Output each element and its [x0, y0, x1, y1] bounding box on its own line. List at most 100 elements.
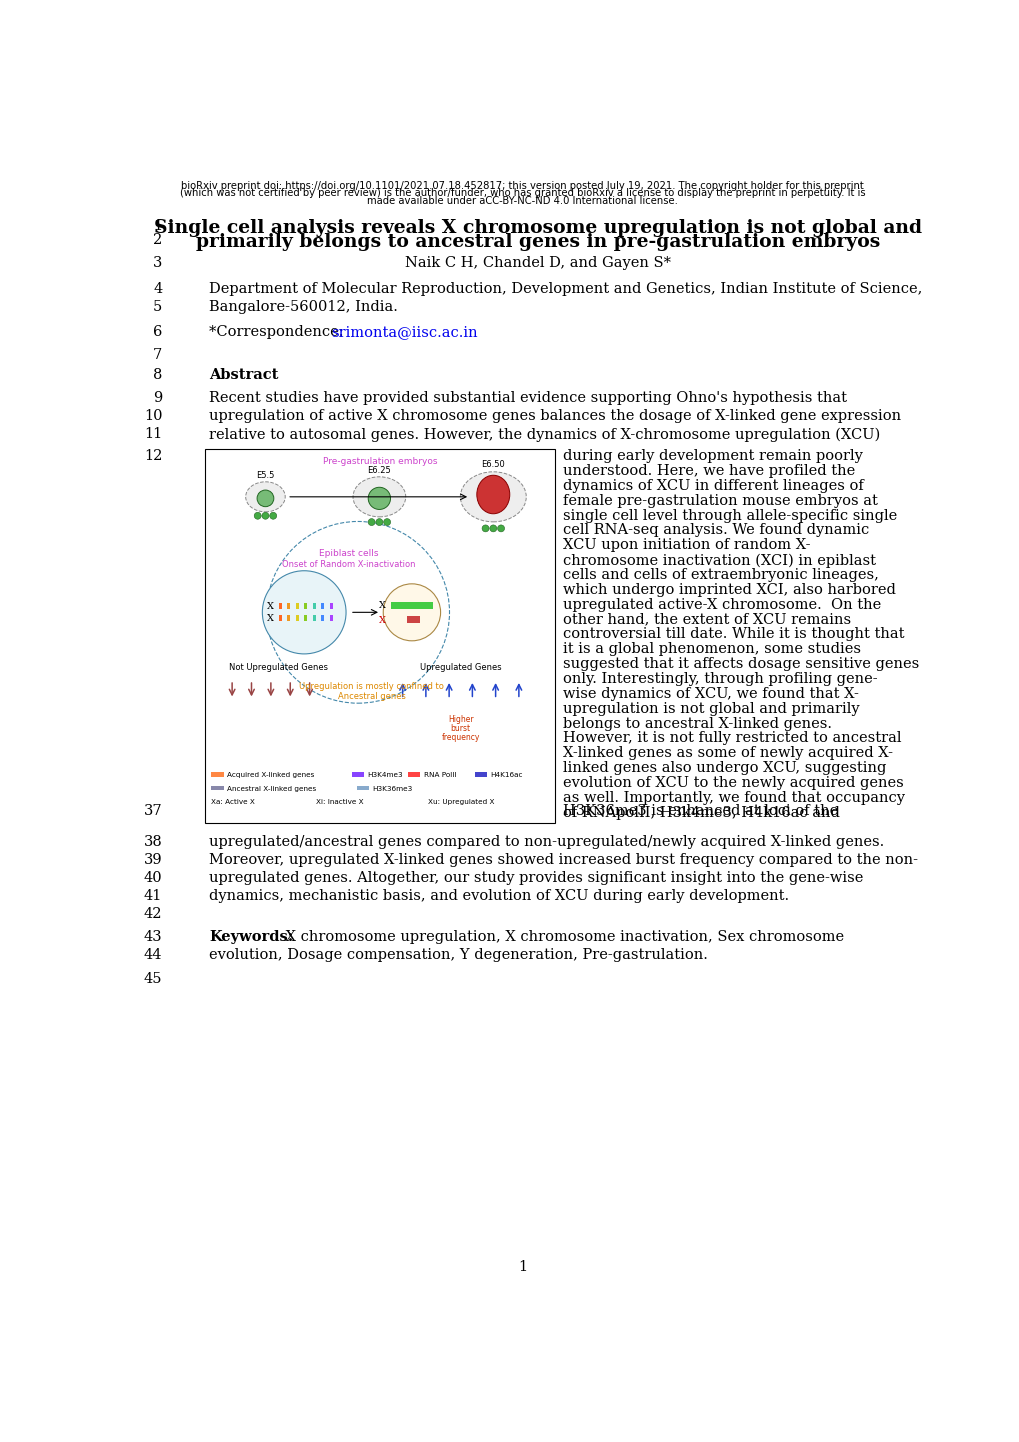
- Text: Single cell analysis reveals X chromosome upregulation is not global and: Single cell analysis reveals X chromosom…: [154, 219, 921, 238]
- Bar: [408, 773, 420, 777]
- Text: bioRxiv preprint doi: https://doi.org/10.1101/2021.07.18.452817; this version po: bioRxiv preprint doi: https://doi.org/10…: [181, 180, 863, 190]
- Text: 45: 45: [144, 972, 162, 985]
- Text: single cell level through allele-specific single: single cell level through allele-specifi…: [562, 509, 897, 522]
- Text: 41: 41: [144, 890, 162, 903]
- Text: Ancestral genes: Ancestral genes: [337, 692, 406, 701]
- Text: Epiblast cells: Epiblast cells: [319, 549, 378, 558]
- Text: during early development remain poorly: during early development remain poorly: [562, 448, 862, 463]
- Text: linked genes also undergo XCU, suggesting: linked genes also undergo XCU, suggestin…: [562, 761, 886, 776]
- Text: 37: 37: [144, 805, 162, 818]
- Circle shape: [254, 512, 261, 519]
- Text: upregulation is not global and primarily: upregulation is not global and primarily: [562, 702, 859, 715]
- Text: H3K36me3 is enhanced at loci of the: H3K36me3 is enhanced at loci of the: [562, 805, 838, 818]
- Text: *Correspondence:: *Correspondence:: [209, 324, 347, 339]
- Bar: [475, 773, 487, 777]
- Ellipse shape: [353, 477, 406, 516]
- Text: 39: 39: [144, 854, 162, 867]
- Ellipse shape: [246, 482, 285, 512]
- Bar: [329, 616, 332, 622]
- Text: (which was not certified by peer review) is the author/funder, who has granted b: (which was not certified by peer review)…: [179, 189, 865, 199]
- Bar: [321, 603, 324, 610]
- Bar: [352, 773, 364, 777]
- Text: belongs to ancestral X-linked genes.: belongs to ancestral X-linked genes.: [562, 717, 832, 731]
- Text: dynamics, mechanistic basis, and evolution of XCU during early development.: dynamics, mechanistic basis, and evoluti…: [209, 890, 789, 903]
- Circle shape: [262, 571, 345, 653]
- Text: Abstract: Abstract: [209, 368, 278, 382]
- Text: as well. Importantly, we found that occupancy: as well. Importantly, we found that occu…: [562, 790, 904, 805]
- Ellipse shape: [257, 490, 273, 506]
- Circle shape: [376, 519, 382, 525]
- Text: which undergo imprinted XCI, also harbored: which undergo imprinted XCI, also harbor…: [562, 583, 895, 597]
- Text: 44: 44: [144, 949, 162, 962]
- Bar: [321, 616, 324, 622]
- Text: upregulation of active X chromosome genes balances the dosage of X-linked gene e: upregulation of active X chromosome gene…: [209, 410, 900, 423]
- Text: H3K4me3: H3K4me3: [367, 773, 403, 779]
- Text: burst: burst: [450, 724, 471, 733]
- Text: X: X: [378, 616, 385, 624]
- Text: evolution of XCU to the newly acquired genes: evolution of XCU to the newly acquired g…: [562, 776, 903, 790]
- Text: dynamics of XCU in different lineages of: dynamics of XCU in different lineages of: [562, 479, 863, 493]
- Text: Keywords:: Keywords:: [209, 930, 292, 945]
- Text: Department of Molecular Reproduction, Development and Genetics, Indian Institute: Department of Molecular Reproduction, De…: [209, 281, 921, 296]
- Text: Bangalore-560012, India.: Bangalore-560012, India.: [209, 300, 397, 314]
- Bar: [313, 603, 315, 610]
- Text: Higher: Higher: [447, 715, 473, 724]
- Text: srimonta@iisc.ac.in: srimonta@iisc.ac.in: [331, 324, 478, 339]
- Bar: [329, 603, 332, 610]
- Text: 1: 1: [153, 219, 162, 234]
- Text: 9: 9: [153, 391, 162, 405]
- Ellipse shape: [460, 472, 526, 522]
- Text: 4: 4: [153, 281, 162, 296]
- Circle shape: [497, 525, 504, 532]
- Circle shape: [269, 512, 276, 519]
- Circle shape: [262, 512, 269, 519]
- Text: controversial till date. While it is thought that: controversial till date. While it is tho…: [562, 627, 904, 642]
- Text: 6: 6: [153, 324, 162, 339]
- FancyBboxPatch shape: [205, 448, 554, 822]
- Text: E6.50: E6.50: [481, 460, 504, 469]
- Text: 43: 43: [144, 930, 162, 945]
- Bar: [357, 786, 369, 790]
- Bar: [407, 616, 419, 623]
- Text: 10: 10: [144, 410, 162, 423]
- Bar: [287, 603, 289, 610]
- Text: Pre-gastrulation embryos: Pre-gastrulation embryos: [323, 457, 437, 466]
- Text: upregulated active-X chromosome.  On the: upregulated active-X chromosome. On the: [562, 597, 880, 611]
- Ellipse shape: [476, 476, 510, 513]
- Text: suggested that it affects dosage sensitive genes: suggested that it affects dosage sensiti…: [562, 658, 918, 671]
- Text: wise dynamics of XCU, we found that X-: wise dynamics of XCU, we found that X-: [562, 686, 858, 701]
- Text: 1: 1: [518, 1260, 527, 1275]
- Text: X-linked genes as some of newly acquired X-: X-linked genes as some of newly acquired…: [562, 747, 893, 760]
- Text: X: X: [267, 601, 274, 610]
- Text: 8: 8: [153, 368, 162, 382]
- Bar: [296, 616, 299, 622]
- Bar: [390, 603, 432, 610]
- Text: 5: 5: [153, 300, 162, 314]
- Text: Not Upregulated Genes: Not Upregulated Genes: [229, 663, 328, 672]
- Text: 7: 7: [153, 348, 162, 362]
- Text: E5.5: E5.5: [256, 472, 274, 480]
- Bar: [287, 616, 289, 622]
- Text: cell RNA-seq analysis. We found dynamic: cell RNA-seq analysis. We found dynamic: [562, 523, 868, 538]
- Text: H3K36me3: H3K36me3: [372, 786, 413, 792]
- Text: 42: 42: [144, 907, 162, 921]
- Text: understood. Here, we have profiled the: understood. Here, we have profiled the: [562, 464, 855, 477]
- Text: only. Interestingly, through profiling gene-: only. Interestingly, through profiling g…: [562, 672, 876, 686]
- Circle shape: [383, 519, 390, 525]
- Text: H4K16ac: H4K16ac: [490, 773, 523, 779]
- Bar: [296, 603, 299, 610]
- Text: it is a global phenomenon, some studies: it is a global phenomenon, some studies: [562, 642, 860, 656]
- Text: relative to autosomal genes. However, the dynamics of X-chromosome upregulation : relative to autosomal genes. However, th…: [209, 427, 879, 441]
- Circle shape: [368, 519, 375, 525]
- Bar: [313, 616, 315, 622]
- Text: evolution, Dosage compensation, Y degeneration, Pre-gastrulation.: evolution, Dosage compensation, Y degene…: [209, 949, 707, 962]
- Text: Upregulated Genes: Upregulated Genes: [420, 663, 501, 672]
- Text: 11: 11: [144, 427, 162, 441]
- Bar: [278, 616, 281, 622]
- Text: E6.25: E6.25: [367, 466, 391, 474]
- Circle shape: [489, 525, 496, 532]
- Text: X: X: [267, 614, 274, 623]
- Text: XCU upon initiation of random X-: XCU upon initiation of random X-: [562, 538, 810, 552]
- Text: Onset of Random X-inactivation: Onset of Random X-inactivation: [282, 559, 416, 570]
- Text: 2: 2: [153, 234, 162, 247]
